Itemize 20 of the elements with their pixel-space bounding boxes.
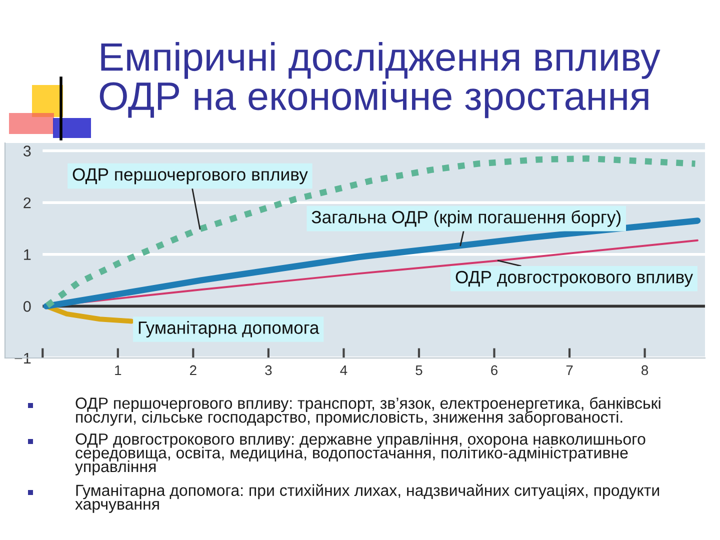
text: Гуманітарна допомога: при стихійних лихах, надзвичайних ситуаціях, продукти харчування: [75, 484, 660, 513]
x-tick-label: 3: [265, 365, 272, 376]
series-label: Гуманітарна допомога: [138, 320, 320, 338]
x-tick-label: 4: [340, 365, 348, 376]
x-tick-label: 7: [566, 365, 573, 376]
chart-title: Емпіричні дослідження впливу ОДР на економічне зростання: [100, 42, 660, 118]
text: ОДР довгострокового впливу: державне управління, охорона навколишнього середовища, освіта, медицина, водопостачання, політико-адміністративне управління: [75, 433, 646, 476]
x-tick-label: 2: [190, 365, 196, 376]
y-tick-label: 3: [23, 146, 31, 156]
series-label: ОДР першочергового впливу: [72, 168, 308, 184]
series-label: Загальна ОДР (крім погашення боргу): [312, 210, 621, 227]
y-tick-label: 0: [23, 301, 31, 312]
x-tick-label: 6: [491, 365, 498, 376]
text: ОДР першочергового впливу: транспорт, зв’язок, електроенергетика, банківські послуги, сільське господарство, промисловість, зниження заборгованості.: [76, 397, 660, 426]
x-tick-label: 5: [416, 365, 422, 376]
y-tick-label: 2: [24, 197, 31, 208]
x-tick-label: 8: [642, 365, 648, 376]
y-tick-label: 1: [24, 249, 31, 260]
x-tick-label: 1: [115, 365, 122, 376]
series-label: ОДР довгострокового впливу: [456, 270, 694, 287]
